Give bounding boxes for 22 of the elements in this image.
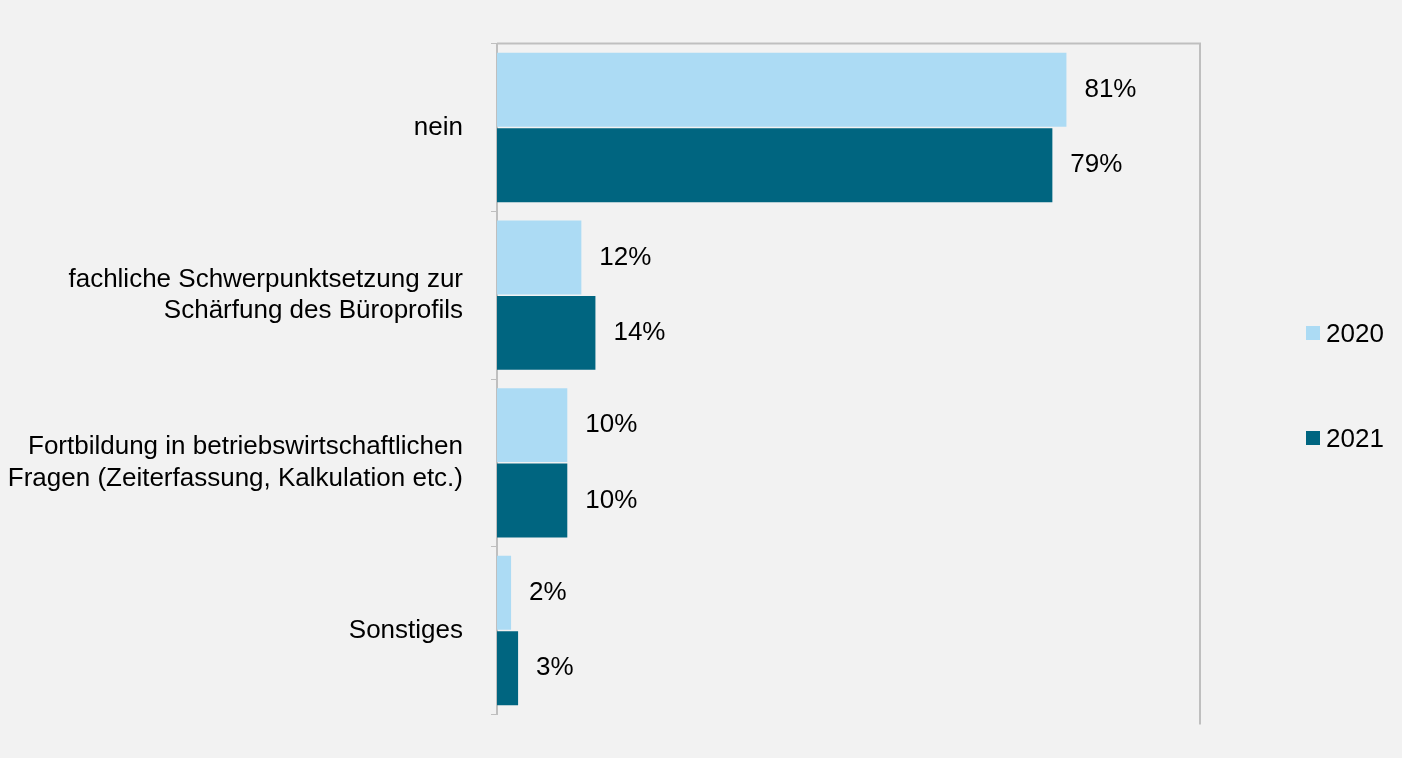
data-label: 81% — [1084, 72, 1137, 103]
bar — [497, 463, 568, 538]
bar — [497, 631, 519, 706]
y-tick-label: Sonstiges — [348, 613, 463, 644]
data-label: 10% — [585, 483, 638, 514]
data-label: 3% — [536, 651, 574, 682]
bar — [497, 295, 596, 370]
bar — [497, 220, 582, 295]
bar — [497, 388, 568, 463]
data-label: 79% — [1070, 148, 1123, 179]
bar — [497, 52, 1067, 127]
y-tick-label: Fortbildung in betriebswirtschaftlichen Fragen (Zeiterfassung, Kalkulation etc.) — [7, 430, 463, 492]
data-label: 12% — [599, 240, 652, 271]
data-label: 14% — [613, 316, 666, 347]
legend-label: 2020 — [1326, 317, 1384, 349]
legend-label: 2021 — [1326, 422, 1384, 454]
data-label: 10% — [585, 408, 638, 439]
bar — [497, 128, 1053, 203]
y-tick-label: nein — [413, 110, 463, 141]
bar — [497, 555, 512, 630]
data-label: 2% — [529, 575, 567, 606]
y-tick-label: fachliche Schwerpunktsetzung zur Schärfung des Büroprofils — [68, 262, 464, 324]
